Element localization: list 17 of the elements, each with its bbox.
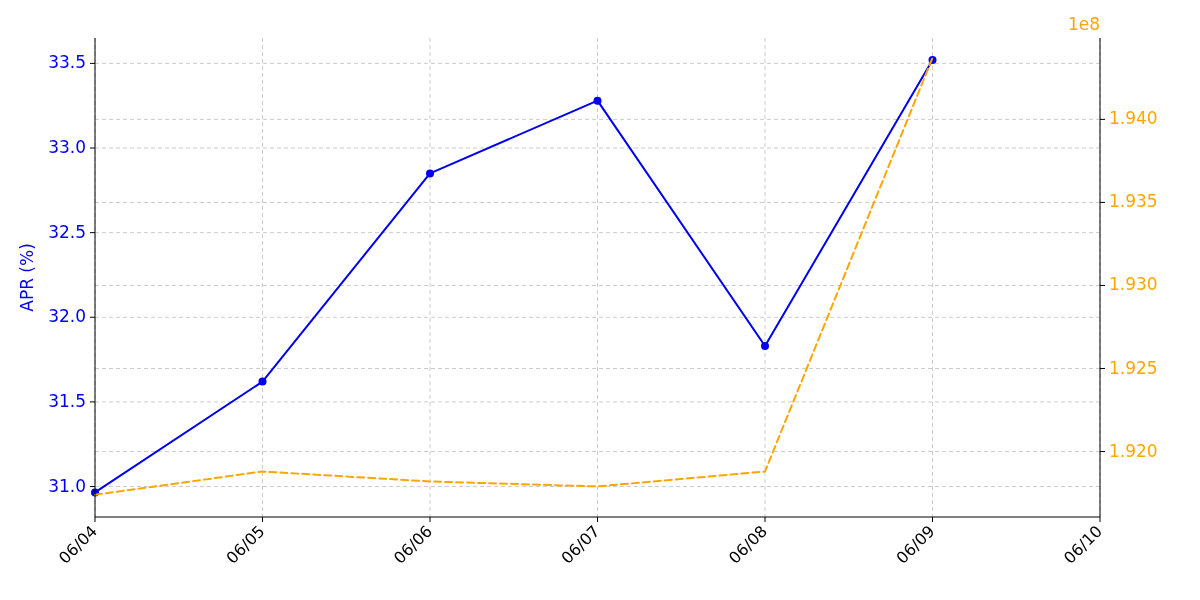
point	[426, 169, 434, 178]
y-tick-label: 31.0	[48, 475, 86, 496]
y2-tick-label: 1.930	[1109, 274, 1158, 295]
y-tick-label: 33.0	[48, 137, 86, 158]
text: 1e8	[1067, 14, 1100, 34]
y-tick-label: 32.0	[48, 306, 86, 327]
y2-tick-label: 1.940	[1109, 108, 1158, 129]
y2-tick-label: 1.920	[1109, 440, 1158, 461]
point	[761, 342, 769, 351]
y-tick-label: 32.5	[48, 221, 86, 242]
point	[593, 96, 602, 105]
y2-tick-label: 1.935	[1109, 191, 1158, 212]
y2-tick-label: 1.925	[1109, 357, 1158, 378]
y-tick-label: 33.5	[48, 52, 86, 73]
y-tick-label: 31.5	[48, 390, 86, 411]
y-axis-title: APR (%)	[17, 243, 37, 312]
point	[258, 377, 267, 386]
